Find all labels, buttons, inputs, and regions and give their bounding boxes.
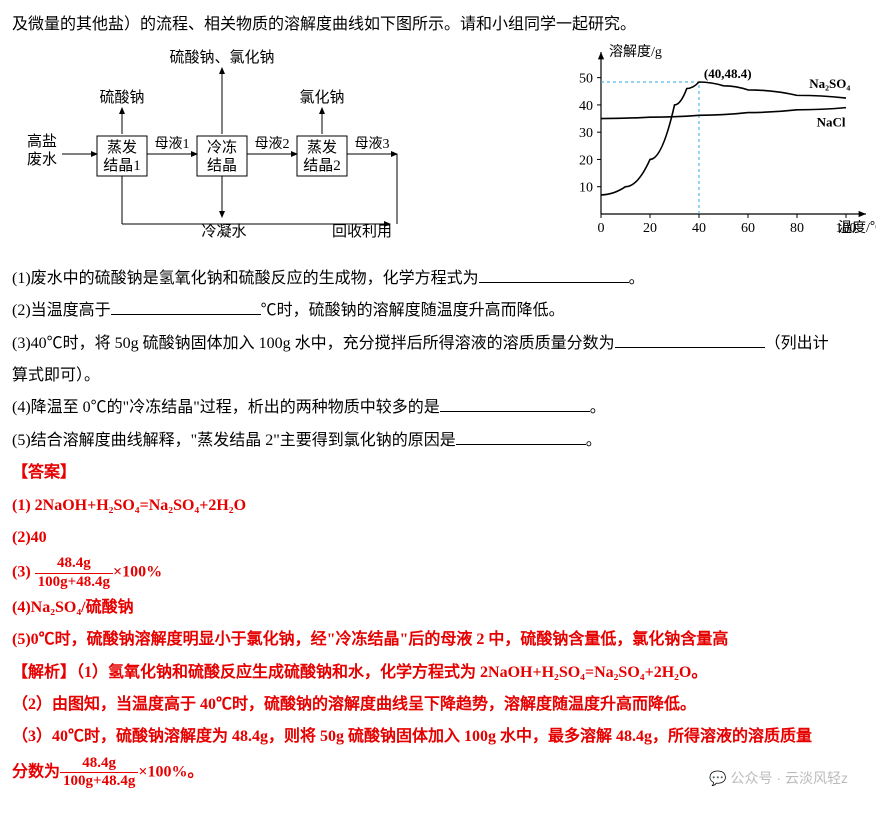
answers: 【答案】 (1) 2NaOH+H₂SO₄=Na₂SO₄+2H₂O (2)40 (… bbox=[12, 458, 876, 790]
svg-text:10: 10 bbox=[579, 181, 593, 196]
svg-text:结晶1: 结晶1 bbox=[103, 157, 141, 174]
svg-text:冷凝水: 冷凝水 bbox=[201, 223, 246, 240]
svg-text:母液1: 母液1 bbox=[155, 136, 190, 152]
q3: (3)40℃时，将 50g 硫酸钠固体加入 100g 水中，充分搅拌后所得溶液的… bbox=[12, 329, 876, 359]
svg-text:40: 40 bbox=[692, 221, 706, 236]
q4: (4)降温至 0℃的"冷冻结晶"过程，析出的两种物质中较多的是。 bbox=[12, 393, 876, 423]
q1: (1)废水中的硫酸钠是氢氧化钠和硫酸反应的生成物，化学方程式为。 bbox=[12, 264, 876, 294]
a2: (2)40 bbox=[12, 523, 876, 553]
ex2: （2）由图知，当温度高于 40℃时，硫酸钠的溶解度曲线呈下降趋势，溶解度随温度升… bbox=[12, 690, 876, 720]
svg-text:溶解度/g: 溶解度/g bbox=[609, 44, 662, 60]
svg-text:结晶2: 结晶2 bbox=[303, 157, 341, 174]
intro: 及微量的其他盐）的流程、相关物质的溶解度曲线如下图所示。请和小组同学一起研究。 bbox=[12, 10, 876, 40]
watermark: 💬 公众号 · 云淡风轻z bbox=[709, 765, 848, 792]
svg-text:母液2: 母液2 bbox=[255, 136, 290, 152]
q5: (5)结合溶解度曲线解释，"蒸发结晶 2"主要得到氯化钠的原因是。 bbox=[12, 426, 876, 456]
svg-text:60: 60 bbox=[741, 221, 755, 236]
q2: (2)当温度高于℃时，硫酸钠的溶解度随温度升高而降低。 bbox=[12, 296, 876, 326]
svg-text:冷冻: 冷冻 bbox=[207, 138, 237, 156]
flow-diagram: 硫酸钠、氯化钠 硫酸钠 氯化钠 高盐 废水 蒸发 结晶1 母液1 冷冻 结晶 母… bbox=[12, 44, 538, 255]
solubility-chart: 1020304050020406080100溶解度/g温度/℃(40,48.4)… bbox=[546, 44, 876, 255]
svg-text:高盐: 高盐 bbox=[27, 133, 57, 150]
svg-text:20: 20 bbox=[643, 221, 657, 236]
svg-text:硫酸钠、氯化钠: 硫酸钠、氯化钠 bbox=[169, 49, 274, 66]
svg-text:废水: 废水 bbox=[27, 151, 57, 168]
a3: (3) 48.4g100g+48.4g×100% bbox=[12, 555, 876, 591]
svg-text:30: 30 bbox=[579, 127, 593, 142]
svg-text:母液3: 母液3 bbox=[355, 136, 390, 152]
ex3a: （3）40℃时，硫酸钠溶解度为 48.4g，则将 50g 硫酸钠固体加入 100… bbox=[12, 722, 876, 752]
svg-text:温度/℃: 温度/℃ bbox=[838, 220, 876, 236]
svg-text:Na₂SO₄: Na₂SO₄ bbox=[809, 76, 850, 91]
ex1: 【解析】（1）氢氧化钠和硫酸反应生成硫酸钠和水，化学方程式为 2NaOH+H₂S… bbox=[12, 658, 876, 688]
svg-text:50: 50 bbox=[579, 72, 593, 87]
q3c: 算式即可）。 bbox=[12, 361, 876, 391]
a5: (5)0℃时，硫酸钠溶解度明显小于氯化钠，经"冷冻结晶"后的母液 2 中，硫酸钠… bbox=[12, 625, 876, 655]
svg-text:硫酸钠: 硫酸钠 bbox=[99, 89, 144, 106]
svg-text:氯化钠: 氯化钠 bbox=[299, 89, 344, 106]
svg-text:80: 80 bbox=[790, 221, 804, 236]
svg-text:20: 20 bbox=[579, 154, 593, 169]
svg-text:NaCl: NaCl bbox=[817, 115, 846, 130]
svg-text:蒸发: 蒸发 bbox=[107, 139, 137, 156]
svg-text:(40,48.4): (40,48.4) bbox=[704, 66, 752, 81]
svg-text:40: 40 bbox=[579, 99, 593, 114]
svg-text:结晶: 结晶 bbox=[207, 157, 237, 174]
figure-row: 硫酸钠、氯化钠 硫酸钠 氯化钠 高盐 废水 蒸发 结晶1 母液1 冷冻 结晶 母… bbox=[12, 44, 876, 255]
a1: (1) 2NaOH+H₂SO₄=Na₂SO₄+2H₂O bbox=[12, 491, 876, 521]
svg-text:回收利用: 回收利用 bbox=[332, 223, 392, 240]
a4: (4)Na₂SO₄/硫酸钠 bbox=[12, 593, 876, 623]
svg-text:蒸发: 蒸发 bbox=[307, 139, 337, 156]
svg-text:0: 0 bbox=[598, 221, 605, 236]
